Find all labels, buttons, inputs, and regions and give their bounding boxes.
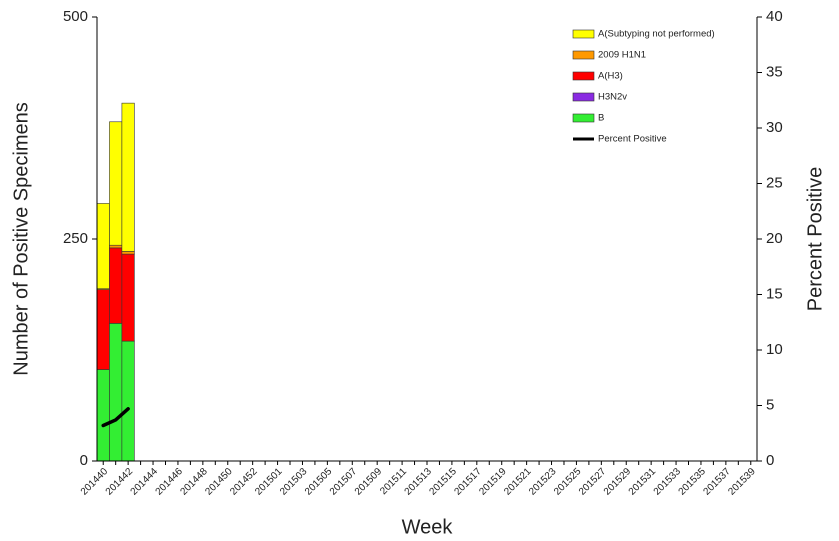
bar-segment (109, 244, 123, 249)
bar-segment (121, 102, 135, 252)
line (101, 407, 130, 428)
legend-label: 2009 H1N1 (598, 50, 646, 61)
y-tick-label: 500 (63, 8, 88, 25)
legend-swatch (572, 50, 595, 60)
y-tick-label: 250 (63, 230, 88, 247)
legend-swatch (572, 71, 595, 81)
bar-segment (109, 323, 123, 462)
y2-tick-label: 20 (766, 230, 783, 247)
x-tick-label: 201509 (353, 466, 385, 498)
y-tick-label: 0 (80, 452, 88, 469)
y2-tick-label: 10 (766, 341, 783, 358)
bar-segment (121, 253, 135, 342)
legend-label: H3N2v (598, 92, 627, 103)
y2-tick-label: 5 (766, 396, 774, 413)
y2-axis-label: Percent Positive (804, 167, 826, 312)
legend-label: B (598, 113, 604, 124)
bar-segment (109, 247, 123, 324)
y2-tick-label: 30 (766, 119, 783, 136)
bar-segment (96, 369, 110, 462)
legend-label: Percent Positive (598, 134, 667, 145)
legend-swatch (572, 92, 595, 102)
legend-swatch (572, 113, 595, 123)
legend-label: A(H3) (598, 71, 623, 82)
y2-tick-label: 40 (766, 8, 783, 25)
y2-tick-label: 25 (766, 174, 783, 191)
bar-segment (121, 251, 135, 255)
y2-tick-label: 0 (766, 452, 774, 469)
y-axis-label: Number of Positive Specimens (10, 102, 32, 375)
x-tick-label: 201539 (726, 466, 758, 498)
bar-segment (109, 121, 123, 246)
legend-swatch (572, 29, 595, 39)
x-axis-label: Week (402, 516, 454, 538)
bar-segment (121, 340, 135, 462)
y2-tick-label: 15 (766, 285, 783, 302)
legend-label: A(Subtyping not performed) (598, 29, 715, 40)
bar-segment (96, 203, 110, 290)
y2-tick-label: 35 (766, 63, 783, 80)
bar-segment (96, 289, 110, 370)
